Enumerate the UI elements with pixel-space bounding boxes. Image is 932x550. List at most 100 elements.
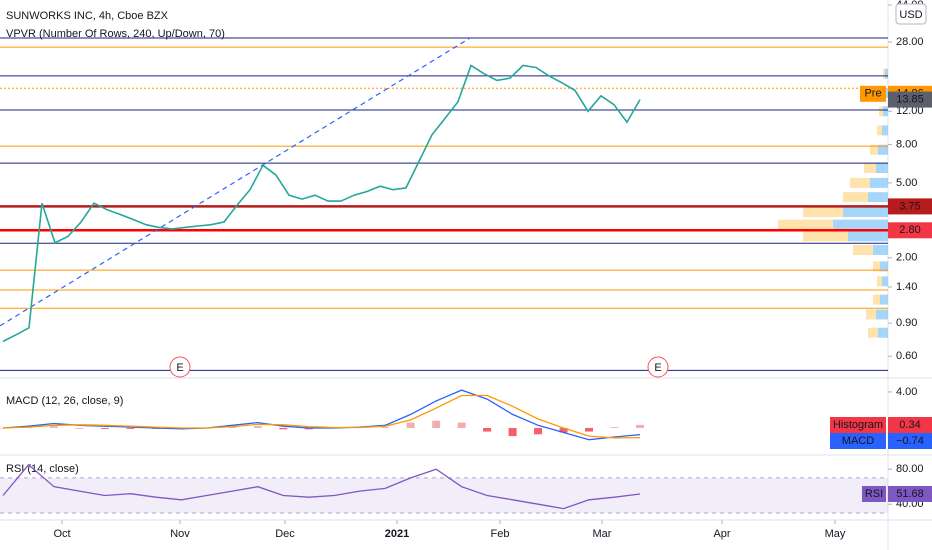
vp-down <box>803 207 843 218</box>
vp-up <box>885 68 888 79</box>
indicator-tag-name: RSI <box>865 488 883 500</box>
price-line <box>2 64 641 343</box>
vp-down <box>873 294 880 305</box>
price-tag <box>888 222 932 239</box>
y-tick-label: 2.00 <box>896 252 917 264</box>
vp-up <box>868 192 888 203</box>
x-tick-label: Feb <box>491 528 510 540</box>
tag-name: Pre <box>864 88 881 100</box>
price-tag-label: 13.85 <box>896 93 924 105</box>
y-tick-label: 1.40 <box>896 281 917 293</box>
currency-box <box>895 3 927 25</box>
vp-up <box>883 106 888 117</box>
price-tag <box>888 198 932 215</box>
macd-title: MACD (12, 26, close, 9) <box>6 395 123 407</box>
y-tick-label: 0.90 <box>896 317 917 329</box>
tag-name-box <box>860 85 886 102</box>
vp-down <box>870 144 878 155</box>
vp-up <box>833 219 888 230</box>
histogram-bar <box>126 427 135 429</box>
rsi-title: RSI (14, close) <box>6 463 79 475</box>
histogram-bar <box>381 427 390 428</box>
x-tick-label: Apr <box>713 528 730 540</box>
indicator-tag-value: 0.34 <box>899 419 920 431</box>
vp-down <box>873 261 880 272</box>
x-tick-label: Nov <box>170 528 190 540</box>
histogram-bar <box>75 427 84 429</box>
indicator-title: VPVR (Number Of Rows, 240, Up/Down, 70) <box>6 28 225 40</box>
price-tag <box>888 91 932 108</box>
histogram-bar <box>432 420 441 428</box>
indicator-tag <box>888 433 932 449</box>
indicator-tag-name-box <box>862 485 886 502</box>
histogram-bar <box>559 427 568 433</box>
x-tick-label: Mar <box>593 528 612 540</box>
vp-up <box>870 177 888 188</box>
vp-down <box>866 309 876 320</box>
y-tick-label: 0.60 <box>896 350 917 362</box>
rsi-line <box>2 463 641 510</box>
vp-down <box>843 192 868 203</box>
rsi-band <box>0 477 888 513</box>
x-tick-label: 2021 <box>385 528 409 540</box>
vp-down <box>883 68 885 79</box>
vp-up <box>882 125 888 136</box>
indicator-tag-name-box <box>830 433 886 449</box>
histogram-bar <box>508 427 517 437</box>
histogram-bar <box>457 422 466 428</box>
x-tick-label: May <box>825 528 846 540</box>
vp-up <box>880 261 888 272</box>
indicator-tag-value: 51.68 <box>896 488 924 500</box>
chart-title: SUNWORKS INC, 4h, Cboe BZX <box>6 10 169 22</box>
vp-down <box>877 276 882 287</box>
vp-down <box>877 125 882 136</box>
histogram-bar <box>253 426 262 428</box>
vp-down <box>850 177 870 188</box>
price-tag-label: 3.75 <box>899 200 920 212</box>
vp-down <box>864 162 876 173</box>
vp-down <box>803 231 848 242</box>
vp-up <box>843 207 888 218</box>
x-tick-label: Oct <box>53 528 70 540</box>
histogram-bar <box>636 424 644 428</box>
histogram-bar <box>610 427 619 428</box>
vp-up <box>878 144 888 155</box>
vp-up <box>848 231 888 242</box>
macd-line <box>2 394 641 439</box>
histogram-bar <box>483 427 492 432</box>
indicator-tag-name: MACD <box>842 435 874 447</box>
price-tag-label: 2.80 <box>899 224 920 236</box>
vp-down <box>778 219 833 230</box>
x-tick-label: Dec <box>275 528 295 540</box>
histogram-bar <box>279 427 288 430</box>
event-label: E <box>176 362 183 374</box>
histogram-bar <box>49 426 58 428</box>
y-tick-label: 8.00 <box>896 138 917 150</box>
vp-up <box>876 309 888 320</box>
indicator-tag-value: −0.74 <box>896 435 924 447</box>
histogram-bar <box>534 427 543 435</box>
y-tick-label: 5.00 <box>896 177 917 189</box>
event-marker <box>647 356 669 378</box>
vp-up <box>876 162 888 173</box>
indicator-tag <box>888 417 932 433</box>
currency-label: USD <box>899 9 922 21</box>
histogram-bar <box>406 422 415 428</box>
histogram-bar <box>228 426 237 428</box>
indicator-tag <box>888 485 932 502</box>
vp-down <box>853 245 873 256</box>
trend-line <box>0 37 471 327</box>
histogram-bar <box>100 427 109 429</box>
indicator-tag-name: Histogram <box>833 419 883 431</box>
vp-up <box>873 245 888 256</box>
y-tick-label: 80.00 <box>896 463 924 475</box>
event-label: E <box>654 362 661 374</box>
y-tick-label: 12.00 <box>896 105 924 117</box>
indicator-tag-name-box <box>830 417 886 433</box>
y-tick-label: 4.00 <box>896 386 917 398</box>
histogram-bar <box>585 427 594 432</box>
event-marker <box>169 356 191 378</box>
vp-down <box>868 327 878 338</box>
vp-down <box>879 106 883 117</box>
